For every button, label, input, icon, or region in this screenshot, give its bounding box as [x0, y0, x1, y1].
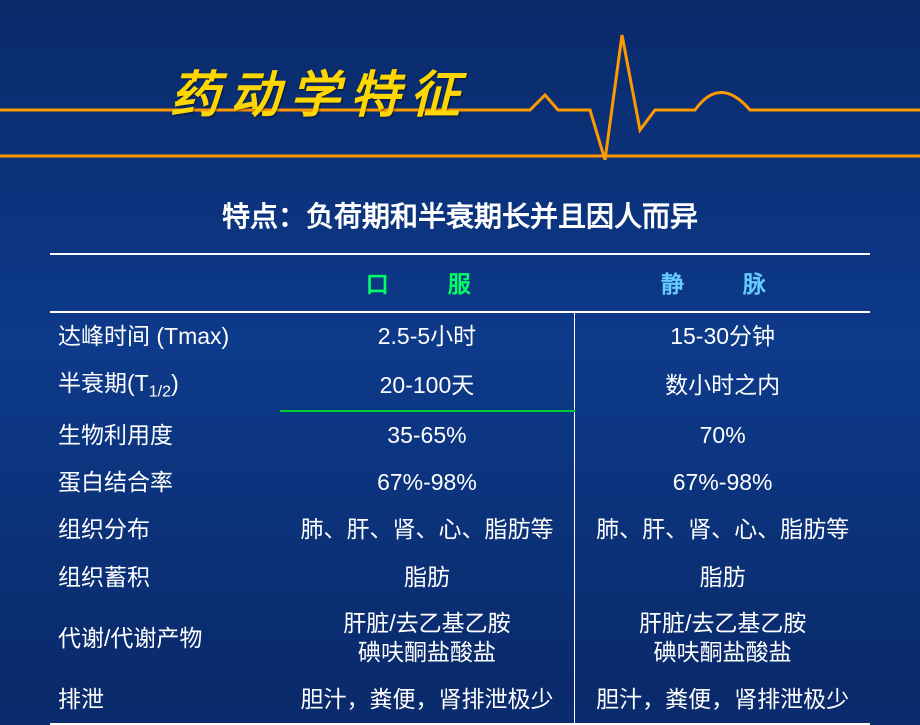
table-row: 生物利用度35-65%70%	[50, 411, 870, 459]
oral-value: 2.5-5小时	[280, 312, 575, 360]
oral-value: 肺、肝、肾、心、脂肪等	[280, 506, 575, 553]
row-label: 生物利用度	[50, 411, 280, 459]
table-row: 组织蓄积脂肪脂肪	[50, 554, 870, 601]
row-label: 代谢/代谢产物	[50, 601, 280, 677]
iv-value: 肝脏/去乙基乙胺碘呋酮盐酸盐	[575, 601, 870, 677]
slide-subtitle: 特点：负荷期和半衰期长并且因人而异	[0, 195, 920, 235]
row-label: 半衰期(T1/2)	[50, 360, 280, 411]
iv-value: 67%-98%	[575, 459, 870, 506]
pk-table-container: 口 服静 脉 达峰时间 (Tmax)2.5-5小时15-30分钟半衰期(T1/2…	[50, 253, 870, 725]
table-row: 蛋白结合率67%-98%67%-98%	[50, 459, 870, 506]
iv-value: 数小时之内	[575, 360, 870, 411]
iv-value: 脂肪	[575, 554, 870, 601]
table-row: 排泄胆汁，粪便，肾排泄极少胆汁，粪便，肾排泄极少	[50, 676, 870, 724]
table-body: 达峰时间 (Tmax)2.5-5小时15-30分钟半衰期(T1/2)20-100…	[50, 312, 870, 724]
iv-value: 肺、肝、肾、心、脂肪等	[575, 506, 870, 553]
iv-value: 15-30分钟	[575, 312, 870, 360]
iv-value: 胆汁，粪便，肾排泄极少	[575, 676, 870, 724]
table-row: 组织分布肺、肝、肾、心、脂肪等肺、肝、肾、心、脂肪等	[50, 506, 870, 553]
header-band: 药动学特征	[0, 0, 920, 165]
pk-table: 口 服静 脉 达峰时间 (Tmax)2.5-5小时15-30分钟半衰期(T1/2…	[50, 253, 870, 725]
oral-value: 67%-98%	[280, 459, 575, 506]
row-label: 蛋白结合率	[50, 459, 280, 506]
table-row: 半衰期(T1/2)20-100天数小时之内	[50, 360, 870, 411]
column-header: 静 脉	[575, 254, 870, 312]
row-label: 组织蓄积	[50, 554, 280, 601]
iv-value: 70%	[575, 411, 870, 459]
oral-value: 脂肪	[280, 554, 575, 601]
column-header	[50, 254, 280, 312]
row-label: 达峰时间 (Tmax)	[50, 312, 280, 360]
oral-value: 肝脏/去乙基乙胺碘呋酮盐酸盐	[280, 601, 575, 677]
oral-value: 20-100天	[280, 360, 575, 411]
column-header: 口 服	[280, 254, 575, 312]
oral-value: 胆汁，粪便，肾排泄极少	[280, 676, 575, 724]
table-row: 达峰时间 (Tmax)2.5-5小时15-30分钟	[50, 312, 870, 360]
table-row: 代谢/代谢产物肝脏/去乙基乙胺碘呋酮盐酸盐肝脏/去乙基乙胺碘呋酮盐酸盐	[50, 601, 870, 677]
slide-title: 药动学特征	[170, 55, 470, 127]
oral-value: 35-65%	[280, 411, 575, 459]
row-label: 组织分布	[50, 506, 280, 553]
row-label: 排泄	[50, 676, 280, 724]
table-header: 口 服静 脉	[50, 254, 870, 312]
